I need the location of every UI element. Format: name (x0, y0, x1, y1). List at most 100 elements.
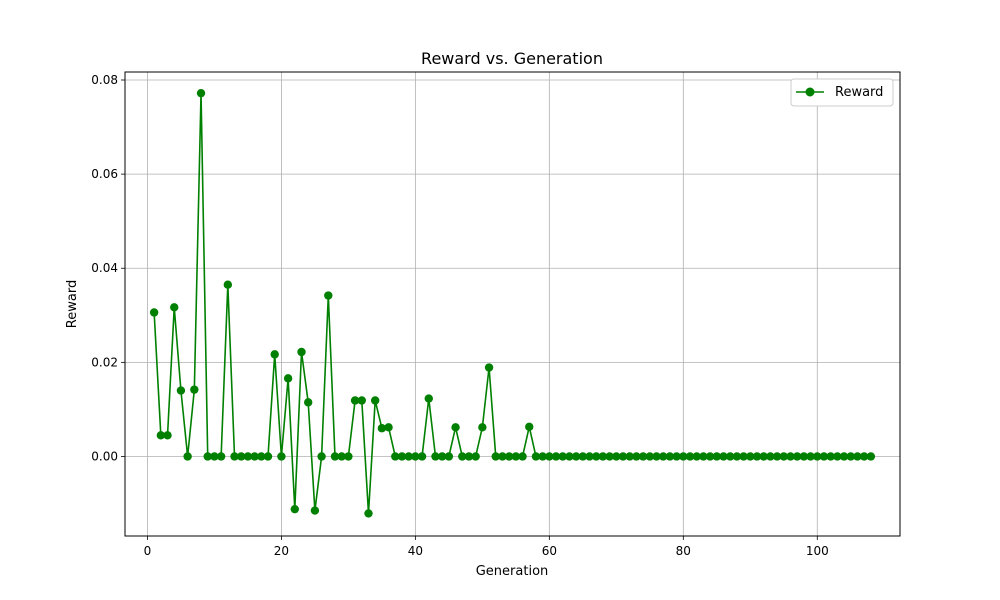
data-point (592, 452, 601, 461)
data-point (819, 452, 829, 461)
data-point (237, 452, 246, 461)
legend-marker (805, 87, 815, 97)
data-point (310, 506, 320, 515)
data-point (752, 452, 762, 461)
data-point (344, 452, 353, 461)
legend: Reward (790, 78, 894, 107)
data-point (565, 452, 574, 461)
data-point (558, 452, 567, 461)
data-point (424, 394, 433, 403)
data-point (263, 452, 273, 461)
data-point (578, 452, 588, 461)
data-point (364, 509, 373, 518)
data-point (746, 452, 755, 461)
x-tick-label: 80 (676, 544, 691, 558)
data-point (538, 452, 547, 461)
plot-frame (124, 71, 901, 537)
data-point (290, 504, 300, 514)
data-point (484, 363, 494, 372)
data-point (853, 452, 862, 461)
data-point (531, 452, 541, 461)
data-point (350, 396, 360, 405)
data-point (618, 452, 628, 461)
data-point (839, 452, 849, 461)
x-tick-label: 100 (806, 544, 829, 558)
data-point (679, 452, 688, 461)
data-point (170, 303, 179, 312)
y-tick-label: 0.00 (91, 449, 118, 463)
y-tick-label: 0.04 (91, 261, 118, 275)
data-point (223, 280, 233, 289)
data-point (799, 452, 809, 461)
data-point (585, 452, 594, 461)
data-point (176, 386, 186, 395)
y-tick-label: 0.08 (91, 73, 118, 87)
data-point (792, 452, 802, 461)
data-point (813, 452, 822, 461)
data-point (504, 452, 514, 461)
data-point (598, 452, 608, 461)
data-point (725, 452, 735, 461)
data-point (397, 452, 407, 461)
data-point (451, 423, 460, 432)
data-point (672, 452, 681, 461)
data-point (478, 423, 487, 432)
data-point (719, 452, 728, 461)
data-point (525, 422, 534, 432)
data-point (230, 452, 239, 461)
y-axis-label: Reward (65, 280, 80, 328)
data-point (605, 452, 614, 461)
data-point (183, 452, 192, 461)
data-point (384, 423, 393, 432)
data-point (411, 452, 420, 461)
data-point (786, 452, 795, 461)
data-point (203, 452, 212, 461)
data-point (612, 452, 621, 461)
data-point (766, 452, 775, 461)
data-point (692, 452, 701, 461)
data-point (625, 452, 634, 461)
data-point (216, 452, 226, 461)
data-point (685, 452, 695, 461)
data-point (324, 291, 333, 300)
legend-box (790, 78, 894, 107)
data-point (659, 452, 668, 461)
data-point (437, 452, 447, 461)
data-point (471, 452, 480, 461)
legend-label-reward: Reward (835, 85, 883, 100)
data-point (337, 452, 346, 461)
data-point (149, 308, 159, 317)
data-point (304, 398, 313, 407)
data-point (377, 424, 387, 433)
x-tick-label: 40 (408, 544, 423, 558)
data-point (833, 452, 842, 461)
data-point (699, 452, 708, 461)
y-tick-label: 0.02 (91, 355, 118, 369)
data-point (431, 452, 440, 461)
data-point (210, 452, 219, 461)
data-point (257, 452, 266, 461)
data-point (491, 452, 500, 461)
data-point (759, 452, 768, 461)
y-tick-label: 0.06 (91, 167, 118, 181)
data-point (498, 452, 507, 461)
data-point (866, 452, 876, 461)
data-point (458, 452, 467, 461)
data-point (645, 452, 655, 461)
data-point (665, 452, 675, 461)
x-tick-label: 60 (542, 544, 557, 558)
data-point (652, 452, 661, 461)
data-point (283, 374, 293, 383)
data-point (404, 452, 413, 461)
data-point (705, 452, 715, 461)
data-point (243, 452, 253, 461)
data-point (638, 452, 648, 461)
data-point (859, 452, 869, 461)
data-point (317, 452, 326, 461)
data-point (551, 452, 561, 461)
data-point (739, 452, 748, 461)
data-point (391, 452, 400, 461)
data-point (370, 396, 380, 405)
data-point (806, 452, 815, 461)
